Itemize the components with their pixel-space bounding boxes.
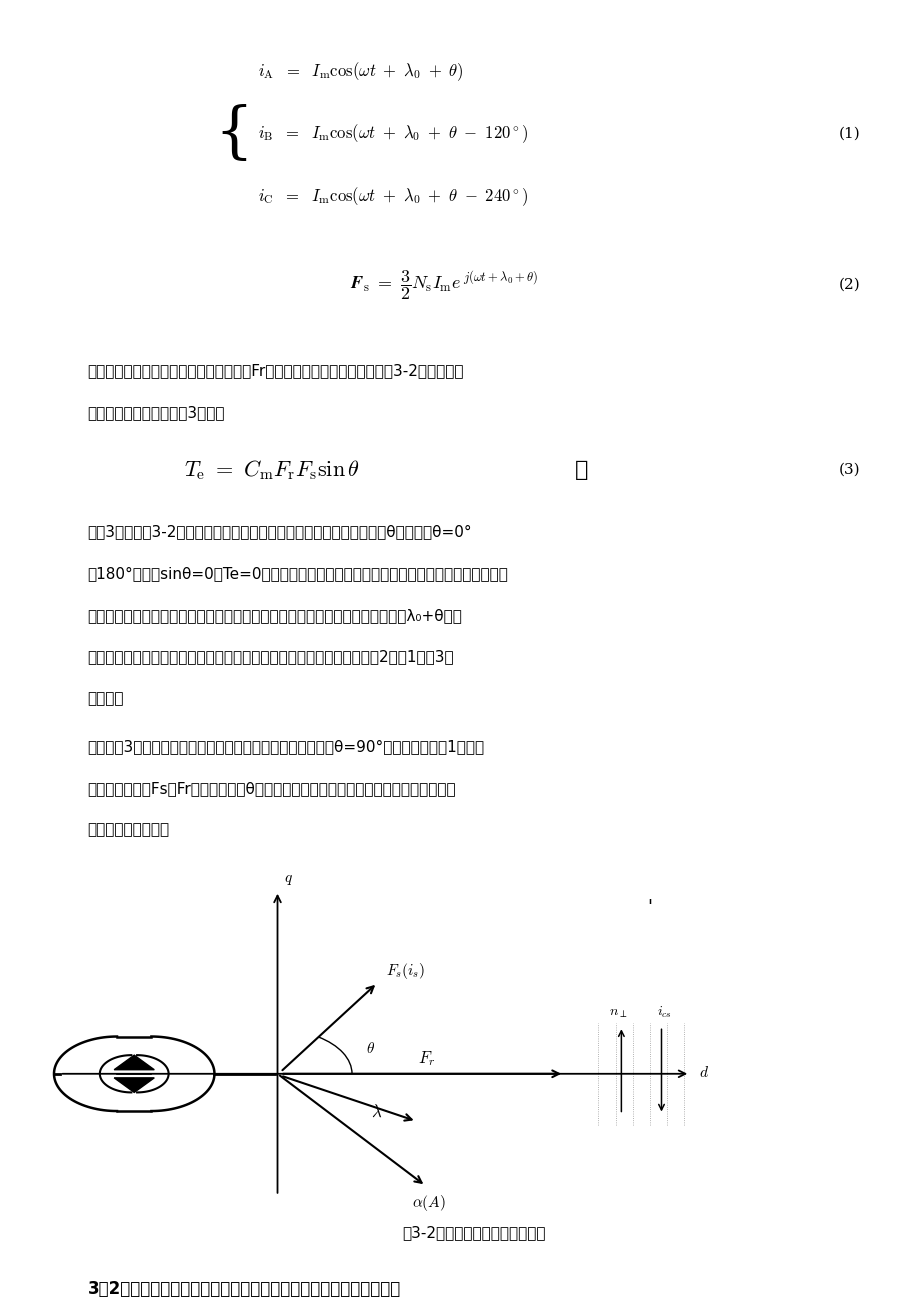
Text: (3): (3) xyxy=(837,462,859,477)
Text: $\lambda$: $\lambda$ xyxy=(370,1104,382,1121)
Text: $F_r$: $F_r$ xyxy=(417,1049,435,1068)
Text: $i_{\rm B}\ \ =\ \ I_{\rm m}\cos(\omega t\ +\ \lambda_0\ +\ \theta\ -\ 120^\circ: $i_{\rm B}\ \ =\ \ I_{\rm m}\cos(\omega … xyxy=(257,122,528,146)
Text: 改变启动转矩的大小，从而可改变同步电动机的启动速度。这就回答了第2节中1）和3）: 改变启动转矩的大小，从而可改变同步电动机的启动速度。这就回答了第2节中1）和3） xyxy=(87,650,454,664)
Text: $i_{\rm A}\ \ =\ \ I_{\rm m}\cos(\omega t\ +\ \lambda_0\ +\ \theta)$: $i_{\rm A}\ \ =\ \ I_{\rm m}\cos(\omega … xyxy=(257,60,462,83)
Text: $\boldsymbol{F}_{\rm s}\ =\ \dfrac{3}{2}N_{\rm s}I_{\rm m}e^{\,j(\omega t+\lambd: $\boldsymbol{F}_{\rm s}\ =\ \dfrac{3}{2}… xyxy=(349,268,538,302)
Text: 称的三相交流电源，同步电动机还是处于停止状态。因此改变定子电流初相角（λ₀+θ）可: 称的三相交流电源，同步电动机还是处于停止状态。因此改变定子电流初相角（λ₀+θ）… xyxy=(87,608,461,622)
Text: ': ' xyxy=(647,897,652,915)
Text: 速启动到给定转速。: 速启动到给定转速。 xyxy=(87,823,169,837)
Text: {: { xyxy=(214,104,253,164)
Text: $d$: $d$ xyxy=(698,1065,708,1079)
Polygon shape xyxy=(114,1055,154,1070)
Text: $T_{\rm e}\ =\ C_{\rm m}F_{\rm r}F_{\rm s}\sin\theta$: $T_{\rm e}\ =\ C_{\rm m}F_{\rm r}F_{\rm … xyxy=(184,458,359,482)
Text: 或180°时，则sinθ=0，Te=0，此时，即使转子绕组加励，变频启动装置向定子绕组输入对: 或180°时，则sinθ=0，Te=0，此时，即使转子绕组加励，变频启动装置向定… xyxy=(87,566,507,581)
Text: 步电动机转矩可表示为（3）式。: 步电动机转矩可表示为（3）式。 xyxy=(87,405,224,421)
Text: 从（3）式中亦可以看出，同步电动机转矩的最大值时当θ=90°。同时只有按（1）进行: 从（3）式中亦可以看出，同步电动机转矩的最大值时当θ=90°。同时只有按（1）进… xyxy=(87,740,484,754)
Polygon shape xyxy=(114,1078,154,1092)
Text: 3．2励磁加励、变频器有三相交流输出时，同步电动机反转原因分析: 3．2励磁加励、变频器有三相交流输出时，同步电动机反转原因分析 xyxy=(87,1280,400,1298)
Text: $q$: $q$ xyxy=(284,874,293,888)
Text: 图3-2：同步电动机的空间矢量图: 图3-2：同步电动机的空间矢量图 xyxy=(402,1225,545,1240)
Text: 的问题。: 的问题。 xyxy=(87,691,124,706)
Text: $i_{\rm C}\ \ =\ \ I_{\rm m}\cos(\omega t\ +\ \lambda_0\ +\ \theta\ -\ 240^\circ: $i_{\rm C}\ \ =\ \ I_{\rm m}\cos(\omega … xyxy=(257,185,528,208)
Text: $F_s(i_s)$: $F_s(i_s)$ xyxy=(386,961,425,982)
Text: (2): (2) xyxy=(837,279,859,292)
Text: $i_{cs}$: $i_{cs}$ xyxy=(656,1004,671,1019)
Text: 恒定的励磁电流时，转子所产生的磁势为Fr，则同步电动机的空间矢量图如3-2所示。而同: 恒定的励磁电流时，转子所产生的磁势为Fr，则同步电动机的空间矢量图如3-2所示。… xyxy=(87,363,463,379)
Text: 矩: 矩 xyxy=(574,460,588,479)
Text: $\alpha(A)$: $\alpha(A)$ xyxy=(412,1194,445,1213)
Text: 由（3）式和图3-2可知，同步电动机的转矩与定、转子旋转磁势的夹角θ有关，当θ=0°: 由（3）式和图3-2可知，同步电动机的转矩与定、转子旋转磁势的夹角θ有关，当θ=… xyxy=(87,525,471,539)
Text: $\theta$: $\theta$ xyxy=(366,1042,375,1056)
Text: (1): (1) xyxy=(837,128,859,141)
Text: $n_{\rm \perp}$: $n_{\rm \perp}$ xyxy=(608,1005,627,1019)
Text: 控制，才能保证Fs和Fr之间的夹角为θ，从而满足电磁转矩基本不变，同步电动机匀速加: 控制，才能保证Fs和Fr之间的夹角为θ，从而满足电磁转矩基本不变，同步电动机匀速… xyxy=(87,781,456,796)
